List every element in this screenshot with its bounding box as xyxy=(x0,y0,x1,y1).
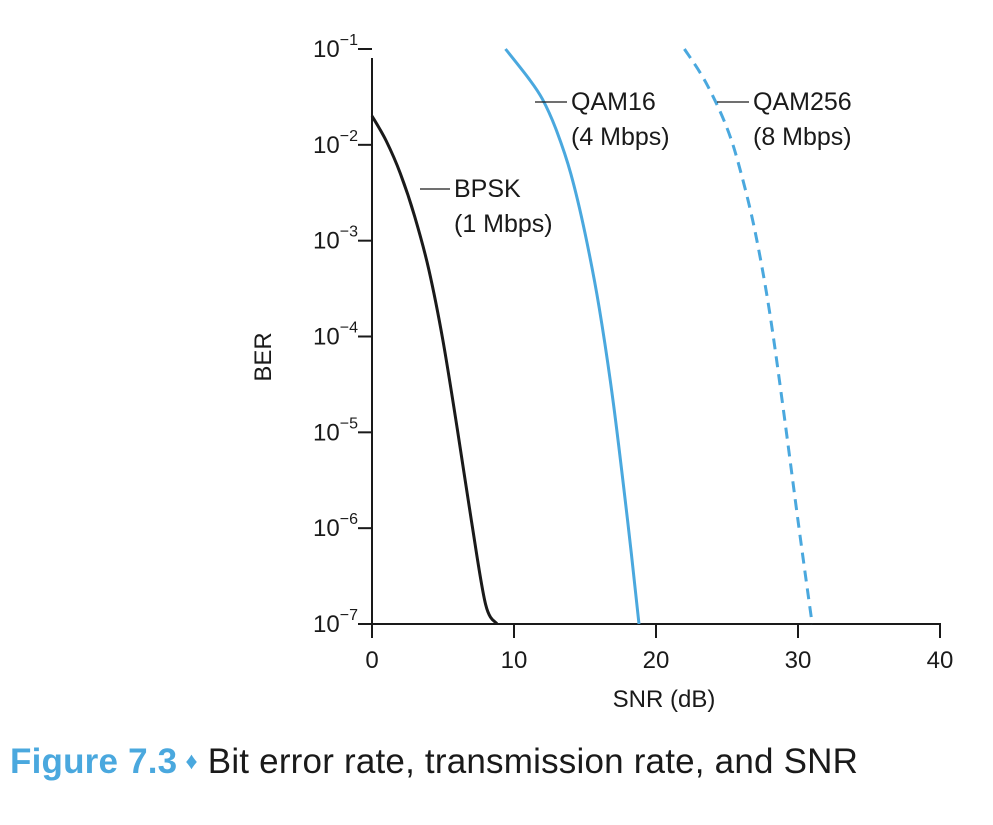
series-rate-bpsk: (1 Mbps) xyxy=(454,210,553,238)
y-tick-base: 10 xyxy=(313,228,340,255)
series-labels: BPSK (1 Mbps) QAM16 (4 Mbps) QAM256 (8 Mbps) xyxy=(420,88,852,238)
series-label-bpsk: BPSK xyxy=(454,175,521,203)
diamond-separator-icon: ♦ xyxy=(185,748,198,775)
x-tick-label: 30 xyxy=(785,647,812,674)
series-line-bpsk xyxy=(370,115,499,625)
series-line-qam256 xyxy=(683,48,814,625)
x-tick-label: 20 xyxy=(643,647,670,674)
x-axis-ticks: 0 10 20 30 40 xyxy=(365,624,953,674)
series-lines xyxy=(370,48,814,625)
figure-caption: Figure 7.3 ♦ Bit error rate, transmission … xyxy=(10,742,858,782)
y-tick-label: 10−2 xyxy=(313,128,358,159)
series-label-qam16: QAM16 xyxy=(571,88,656,116)
x-tick-label: 40 xyxy=(927,647,954,674)
x-tick-label: 0 xyxy=(365,647,378,674)
figure-number: Figure 7.3 xyxy=(10,742,178,781)
y-tick-label: 10−5 xyxy=(313,415,358,446)
x-tick-label: 10 xyxy=(501,647,528,674)
y-tick-base: 10 xyxy=(313,324,340,351)
series-rate-qam16: (4 Mbps) xyxy=(571,123,670,151)
y-tick-exponent: −4 xyxy=(340,320,358,337)
y-tick-base: 10 xyxy=(313,515,340,542)
series-rate-qam256: (8 Mbps) xyxy=(753,123,852,151)
y-tick-label: 10−4 xyxy=(313,320,358,351)
ber-vs-snr-chart: 10−110−210−310−410−510−610−7 0 10 20 30 40 B… xyxy=(250,32,953,713)
y-tick-label: 10−1 xyxy=(313,32,358,63)
y-tick-label: 10−3 xyxy=(313,224,358,255)
y-tick-label: 10−6 xyxy=(313,511,358,542)
series-label-qam256: QAM256 xyxy=(753,88,852,116)
y-tick-base: 10 xyxy=(313,611,340,638)
y-tick-label: 10−7 xyxy=(313,607,358,638)
y-tick-base: 10 xyxy=(313,36,340,63)
y-tick-exponent: −1 xyxy=(340,32,358,49)
y-axis-ticks: 10−110−210−310−410−510−610−7 xyxy=(313,32,372,638)
y-tick-exponent: −2 xyxy=(340,128,358,145)
y-tick-exponent: −7 xyxy=(340,607,358,624)
x-axis-label: SNR (dB) xyxy=(613,686,716,713)
y-tick-exponent: −3 xyxy=(340,224,358,241)
y-axis-label: BER xyxy=(250,332,277,381)
y-tick-exponent: −5 xyxy=(340,415,358,432)
figure-caption-text: Bit error rate, transmission rate, and S… xyxy=(207,742,859,781)
y-tick-base: 10 xyxy=(313,132,340,159)
y-tick-exponent: −6 xyxy=(340,511,358,528)
series-line-qam16 xyxy=(504,48,641,625)
y-tick-base: 10 xyxy=(313,419,340,446)
